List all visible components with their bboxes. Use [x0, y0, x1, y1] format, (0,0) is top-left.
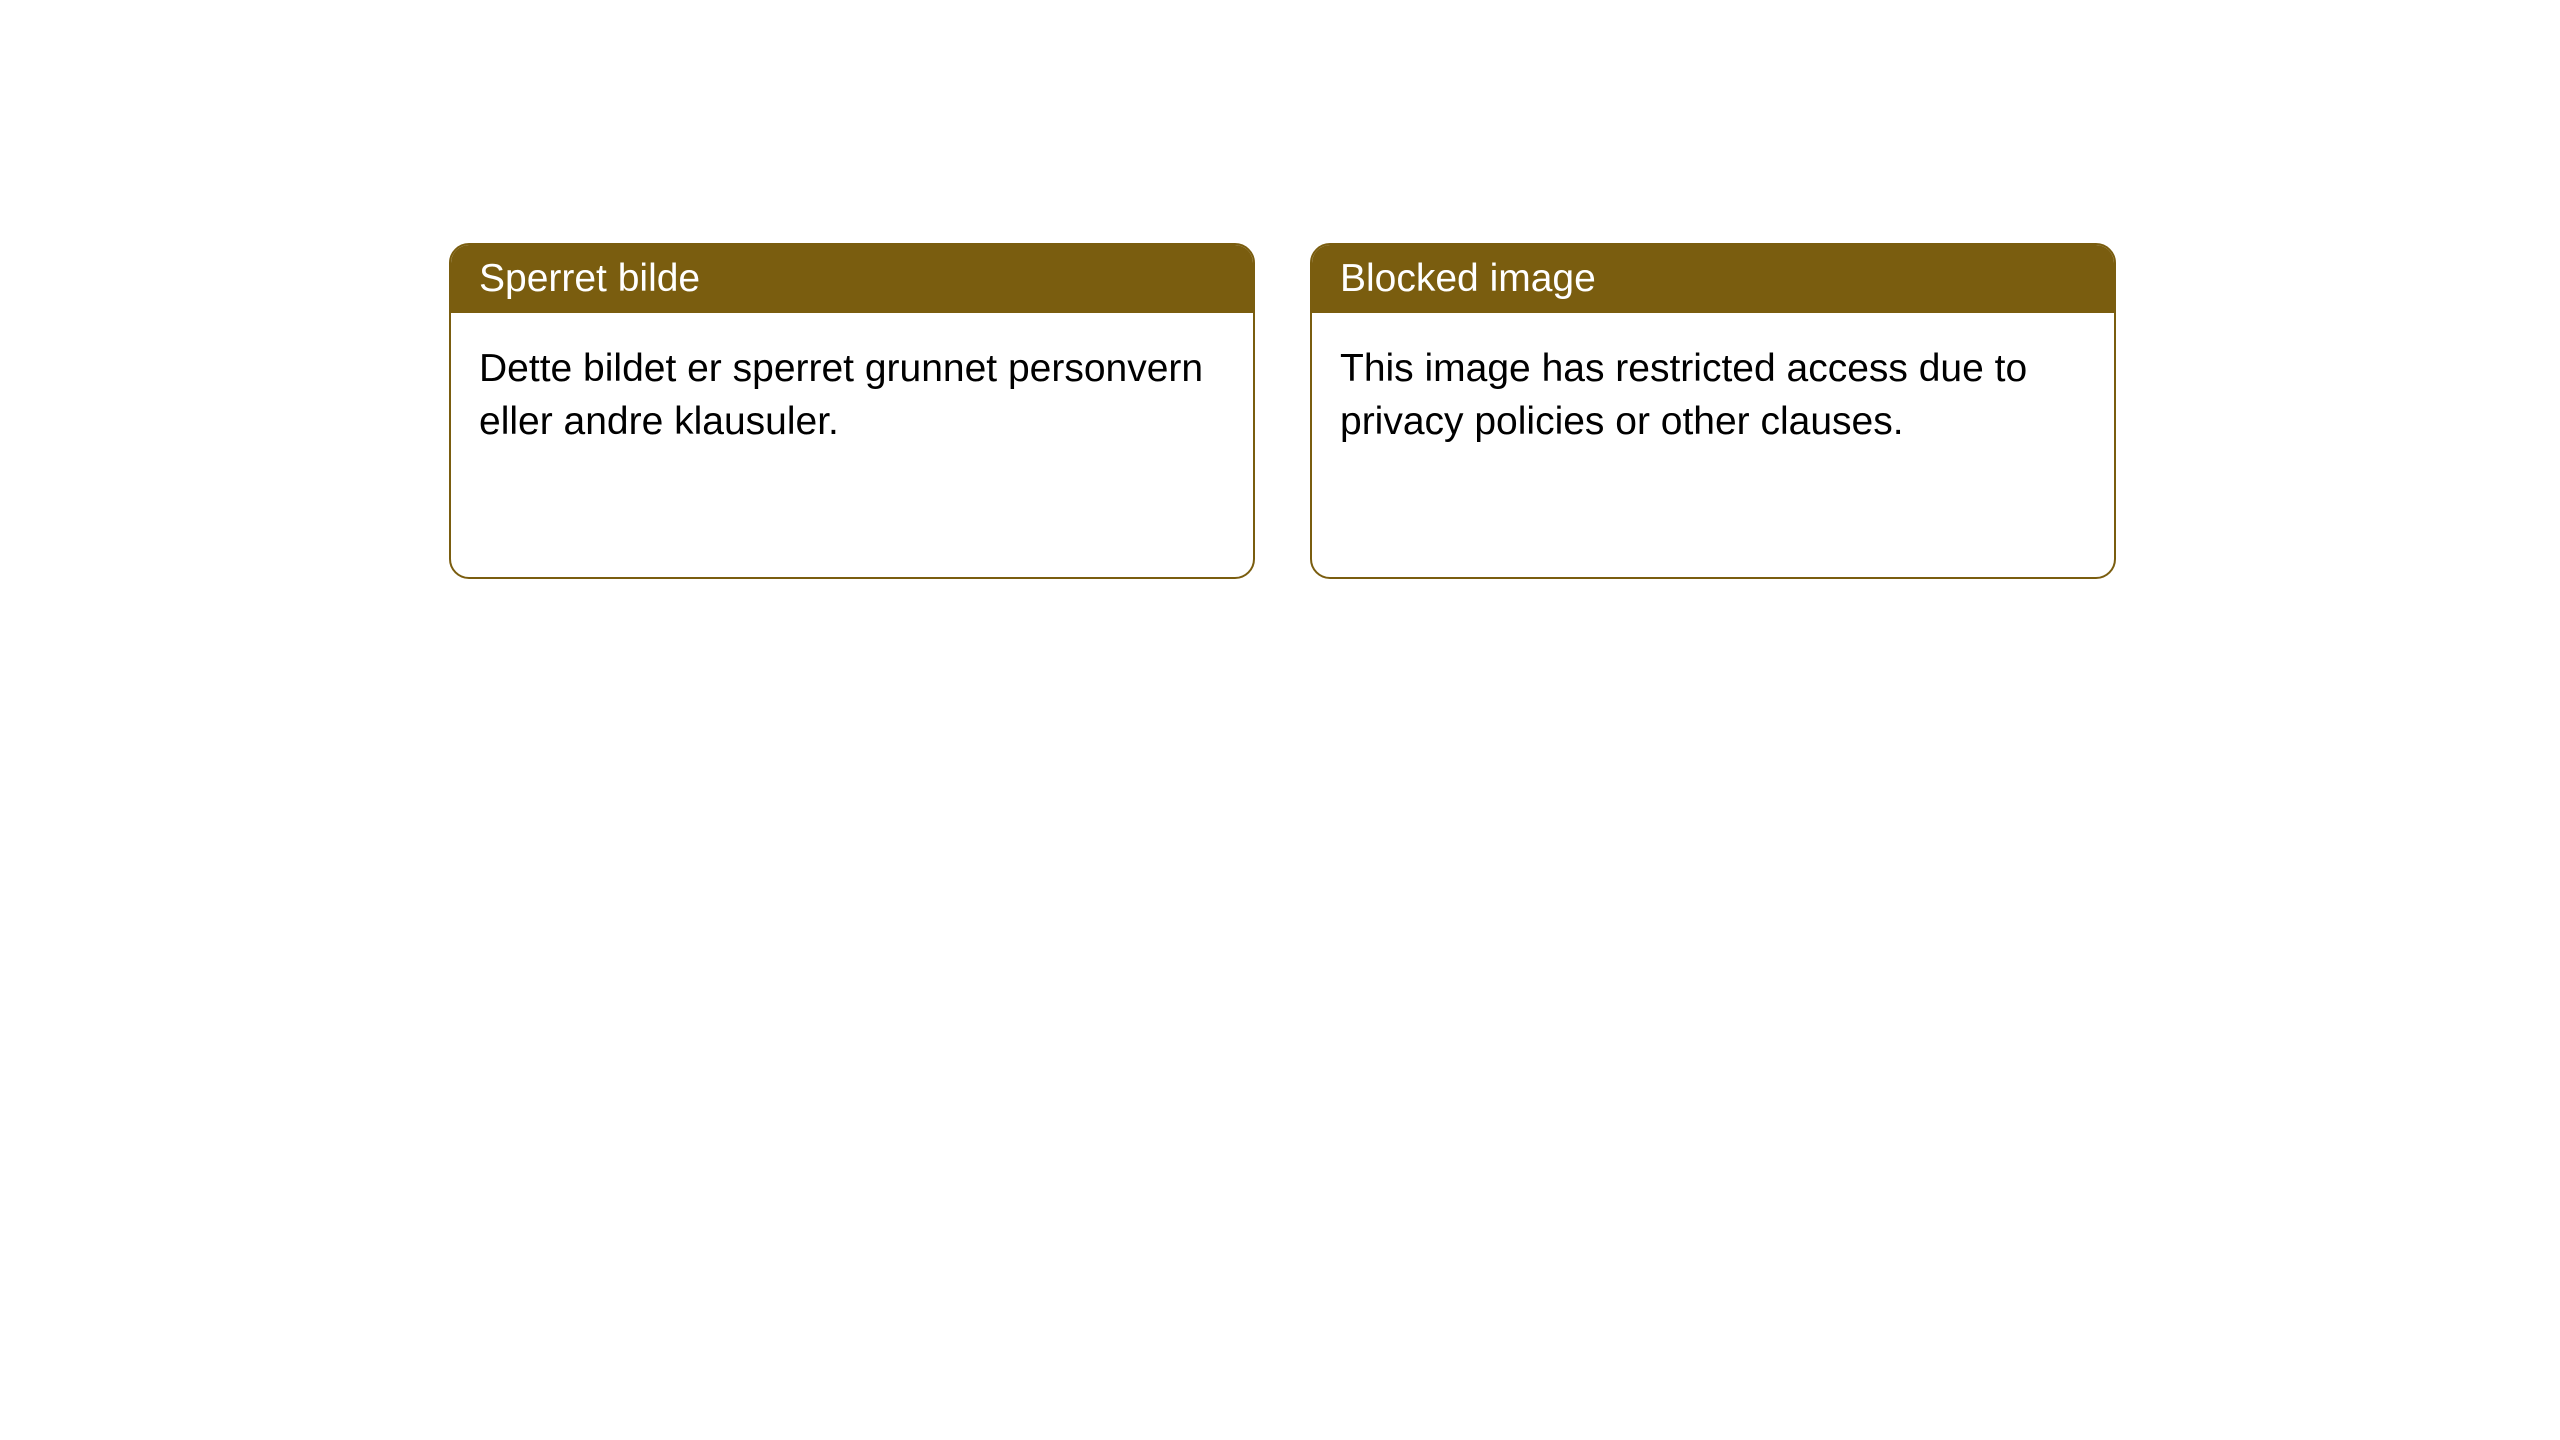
notice-card-norwegian: Sperret bilde Dette bildet er sperret gr… — [449, 243, 1255, 579]
notice-body: This image has restricted access due to … — [1312, 313, 2114, 478]
notice-container: Sperret bilde Dette bildet er sperret gr… — [0, 0, 2560, 579]
notice-body: Dette bildet er sperret grunnet personve… — [451, 313, 1253, 478]
notice-card-english: Blocked image This image has restricted … — [1310, 243, 2116, 579]
notice-title: Blocked image — [1312, 245, 2114, 313]
notice-title: Sperret bilde — [451, 245, 1253, 313]
